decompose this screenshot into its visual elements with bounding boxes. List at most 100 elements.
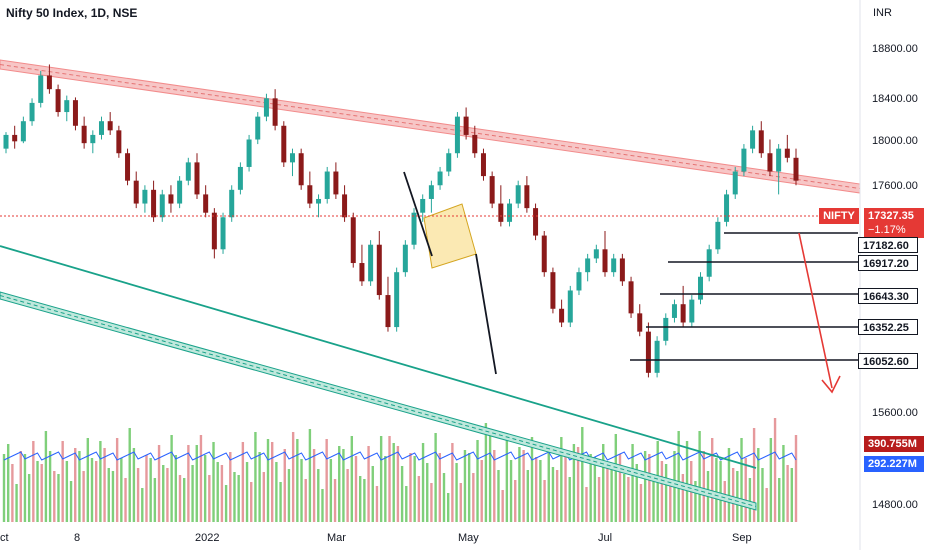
candle-body — [454, 116, 460, 154]
volume-bar — [216, 462, 219, 522]
level-tag: 17182.60 — [858, 237, 918, 253]
volume-bar — [514, 480, 517, 522]
volume-bar — [446, 493, 450, 522]
y-tick-label: 15600.00 — [872, 407, 918, 419]
volume-bar — [53, 471, 56, 522]
volume-bar — [455, 463, 458, 522]
volume-bar — [254, 432, 257, 522]
volume-bar — [627, 477, 630, 522]
candle-body — [298, 153, 304, 186]
volume-bar — [354, 456, 358, 522]
volume-bar — [501, 490, 504, 522]
candle-body — [472, 134, 478, 154]
volume-bar — [128, 428, 131, 522]
volume-bar — [149, 458, 152, 522]
volume-bar — [530, 437, 534, 522]
candle-body — [533, 208, 539, 236]
volume-bar — [614, 434, 618, 522]
volume-bar — [27, 474, 31, 522]
volume-bar — [115, 438, 119, 522]
volume-bar — [388, 436, 391, 522]
upper-channel-midline — [0, 64, 861, 189]
volume-bar — [74, 448, 77, 522]
candle-body — [446, 153, 452, 172]
candle-body — [255, 116, 261, 140]
volume-bar — [664, 464, 668, 522]
volume-bar — [631, 444, 634, 522]
candle-body — [793, 157, 799, 181]
candle-body — [3, 134, 9, 149]
x-axis-ticks: ct 8 2022 Mar May Jul Sep — [0, 532, 752, 544]
candle-body — [541, 235, 547, 273]
volume-bar — [141, 488, 144, 522]
volume-bar — [526, 470, 530, 522]
volume-bar — [639, 484, 643, 522]
candle-body — [194, 162, 200, 195]
volume-bar — [773, 418, 777, 522]
volume-bar — [36, 461, 39, 522]
candle-body — [263, 98, 269, 117]
volume-bar — [107, 468, 110, 522]
candle-body — [663, 317, 669, 341]
volume-bar — [757, 448, 760, 522]
volume-bar — [509, 460, 513, 522]
volume-bar — [547, 447, 550, 522]
volume-bar — [606, 464, 609, 522]
y-tick-label: 18000.00 — [872, 135, 918, 147]
candle-body — [628, 281, 634, 314]
volume-bar — [434, 433, 437, 522]
volume-bars — [2, 418, 798, 522]
volume-bar — [480, 460, 483, 522]
volume-bar — [551, 467, 555, 522]
candle-body — [342, 194, 348, 218]
volume-bar — [652, 474, 655, 522]
volume-bar — [409, 453, 412, 522]
candle-body — [125, 153, 131, 181]
volume-bar — [560, 437, 563, 522]
volume-bar — [2, 454, 6, 522]
y-tick-label: 17600.00 — [872, 180, 918, 192]
volume-bar — [635, 464, 638, 522]
candle-body — [411, 212, 417, 245]
x-tick-label: May — [458, 532, 479, 544]
volume-bar — [157, 445, 161, 522]
volume-bar — [120, 458, 123, 522]
level-tag: 16643.30 — [858, 288, 918, 304]
volume-bar — [782, 445, 785, 522]
volume-bar — [296, 439, 299, 522]
candle-body — [307, 185, 313, 204]
candle-body — [350, 217, 356, 264]
chart-title: Nifty 50 Index, 1D, NSE — [6, 6, 138, 20]
candle-body — [168, 194, 174, 204]
volume-bar — [581, 427, 584, 522]
volume-bar — [405, 486, 408, 522]
volume-bar — [371, 466, 374, 522]
candle-body — [324, 171, 330, 199]
volume-bar — [333, 479, 337, 522]
volume-bar — [765, 488, 768, 522]
volume-bar — [90, 458, 94, 522]
volume-bar — [430, 483, 433, 522]
volume-bar — [564, 457, 567, 522]
candle-body — [585, 258, 591, 273]
candle-body — [611, 258, 617, 273]
projection-arrow — [798, 232, 841, 394]
volume-bar — [283, 449, 286, 522]
volume-bar — [40, 464, 43, 522]
candle-body — [671, 304, 677, 318]
volume-bar — [250, 482, 253, 522]
candle-body — [420, 198, 426, 213]
volume-bar — [715, 458, 718, 522]
candle-body — [758, 130, 764, 154]
candle-body — [428, 185, 434, 199]
volume-bar — [484, 423, 488, 522]
volume-bar — [312, 449, 316, 522]
volume-bar — [69, 481, 73, 522]
volume-bar — [86, 438, 90, 522]
volume-bar — [321, 489, 324, 522]
volume-bar — [710, 438, 714, 522]
volume-bar — [576, 447, 580, 522]
volume-bar — [195, 445, 198, 522]
volume-bar — [363, 479, 366, 522]
